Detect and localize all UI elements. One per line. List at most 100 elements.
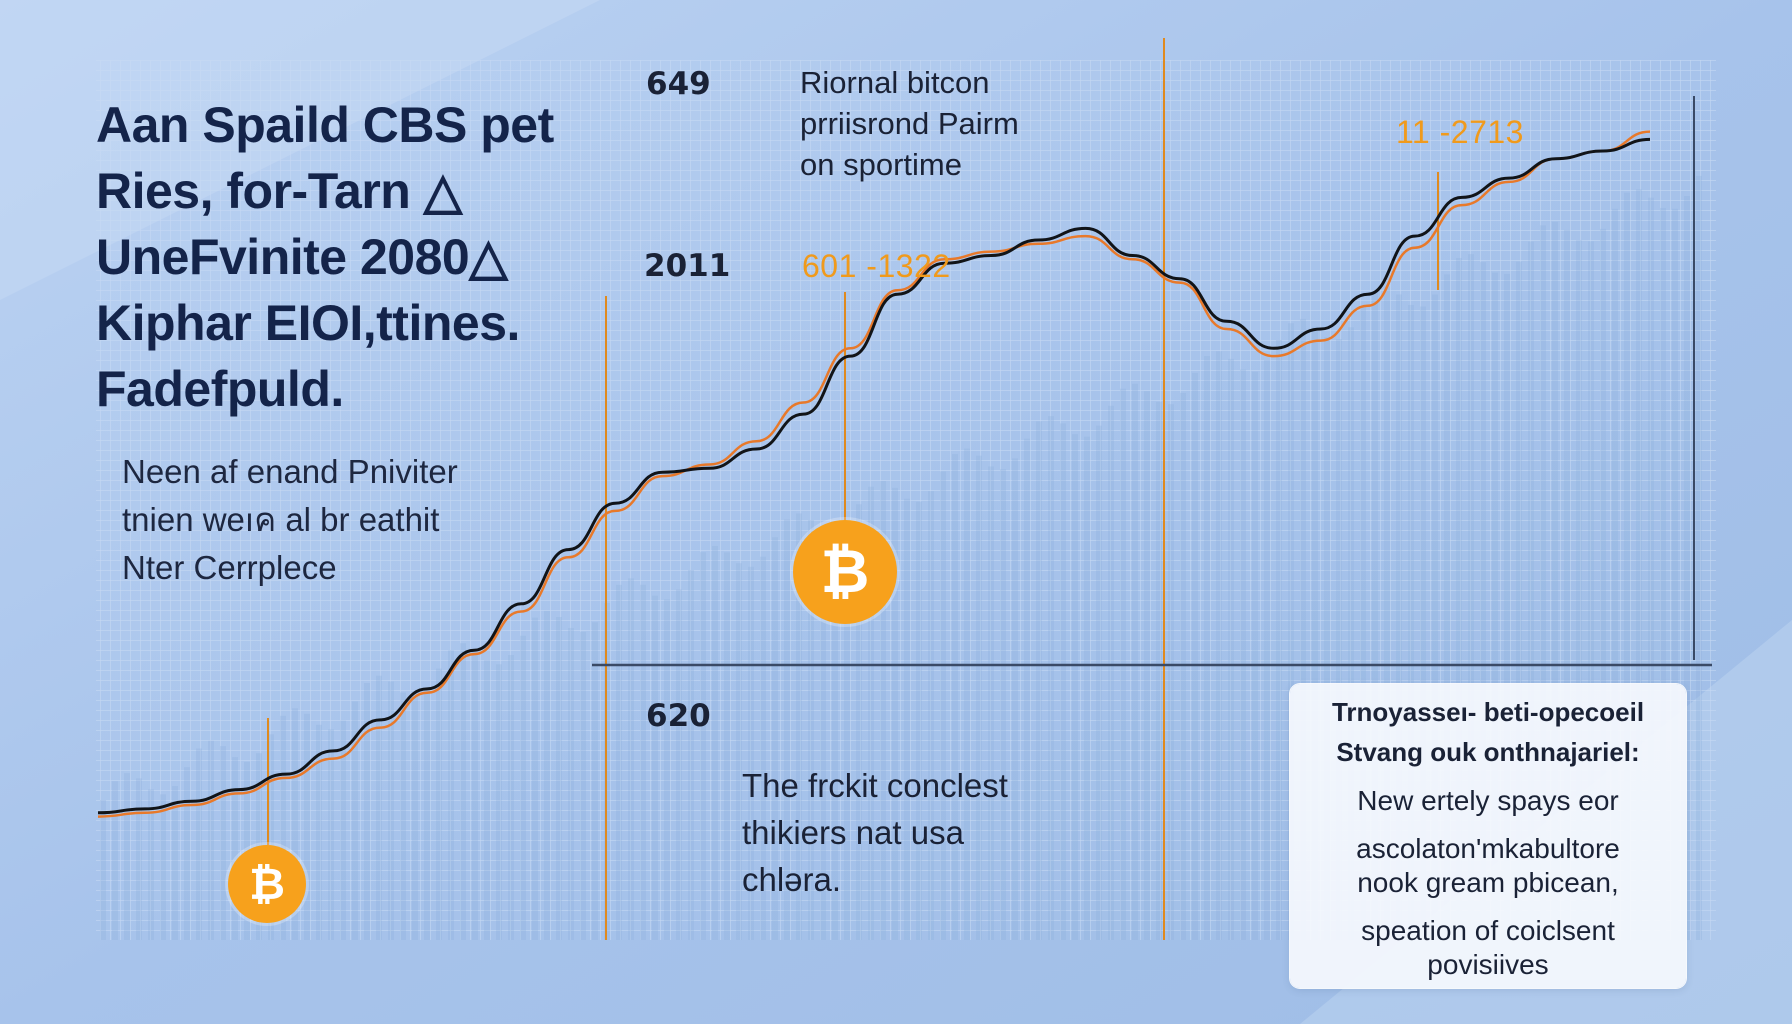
background-bar [616,584,622,940]
background-bar [1684,196,1690,940]
year-label-mid: 2011 [644,248,731,284]
background-bar [340,720,346,940]
background-bar [304,713,310,940]
background-bar [856,504,862,940]
background-bar [1528,241,1534,941]
background-bar [1468,254,1474,941]
background-bar [1492,272,1498,940]
background-bar [436,668,442,940]
background-bar [1660,207,1666,941]
background-bar [1504,273,1510,940]
background-bar [1240,369,1246,940]
subtext: Neen af enand Pniviter tnien weıค al br … [122,448,542,592]
subtext-line: tnien weıค al br eathit [122,501,440,538]
callout-center: 601 -1322 [802,248,951,284]
note-body-line: speation of coiclsent [1361,915,1615,946]
headline-line: Ries, for-Tarn △ [96,163,462,219]
background-bar [988,466,994,940]
background-bar [472,649,478,940]
background-bar [808,520,814,940]
series-group [97,130,1651,818]
headline-line: Kiphar EIOI,ttines. [96,295,520,351]
background-bar [1204,356,1210,940]
callout-right: 11 -2713 [1396,114,1524,150]
subtext-line: Neen af enand Pniviter [122,453,458,490]
background-bar [640,584,646,940]
background-bar [712,545,718,940]
headline-line: Aan Spaild CBS pet [96,97,554,153]
background-bar [868,486,874,940]
background-bar [928,491,934,940]
background-bar [1024,438,1030,940]
background-bar [1168,404,1174,940]
background-bar [1336,339,1342,940]
background-bar [1672,208,1678,940]
background-bar [1180,392,1186,940]
background-bar [952,454,958,940]
background-bar [232,757,238,940]
background-bar [688,570,694,940]
background-bar [196,748,202,940]
background-bar [352,701,358,940]
price-series-line [97,137,1651,815]
background-bar [364,683,370,940]
background-bar [1324,337,1330,940]
background-bar [796,513,802,940]
background-bar [1456,257,1462,940]
background-bar [904,498,910,940]
background-bar [964,448,970,940]
background-bar [148,789,154,940]
background-bar [1384,286,1390,940]
headline-line: Fadefpuld. [96,361,344,417]
background-bar [628,578,634,940]
background-bar [1516,261,1522,941]
background-bar [1036,421,1042,940]
background-bar [580,631,586,940]
background-bar [1276,340,1282,941]
note-body-line: povisiives [1427,949,1549,980]
background-bar [1288,323,1294,940]
background-bar [664,599,670,940]
background-bar [1252,371,1258,941]
background-bar [880,481,886,940]
background-bar [1420,306,1426,940]
background-bar [220,746,226,940]
background-bar [1348,327,1354,941]
background-bar [1132,383,1138,940]
background-bar [1576,240,1582,940]
background-bar [1696,175,1702,940]
background-bar [412,696,418,940]
background-bar [1156,401,1162,940]
background-bar [976,455,982,940]
background-bar [1432,294,1438,940]
headline-line: UneFvinite 2080△ [96,229,508,285]
background-bar [832,534,838,940]
background-bar [376,675,382,940]
note-title-line: Stvang ouk onthnajariel: [1336,737,1640,767]
background-bar [1012,458,1018,940]
background-bar [1564,229,1570,940]
background-bar [736,563,742,940]
background-bar [1396,294,1402,941]
background-bar [124,773,130,940]
background-bar [388,681,394,940]
background-bar [1216,351,1222,941]
background-bar [112,781,118,940]
background-bar [100,800,106,940]
background-bar [316,724,322,940]
background-bar [508,655,514,940]
background-bar [1540,225,1546,940]
background-bar [328,729,334,940]
background-bar [280,715,286,940]
background-bar [1300,318,1306,940]
background-bar [1360,307,1366,940]
note-body-line: New ertely spays eor [1357,785,1619,816]
background-bar [892,487,898,940]
background-bar [1084,436,1090,940]
background-bar [1444,274,1450,940]
background-bar [160,794,166,940]
background-bar [1624,192,1630,940]
annotation-top: Riornal bitcon prriisrond Pairm on sport… [800,62,1019,185]
